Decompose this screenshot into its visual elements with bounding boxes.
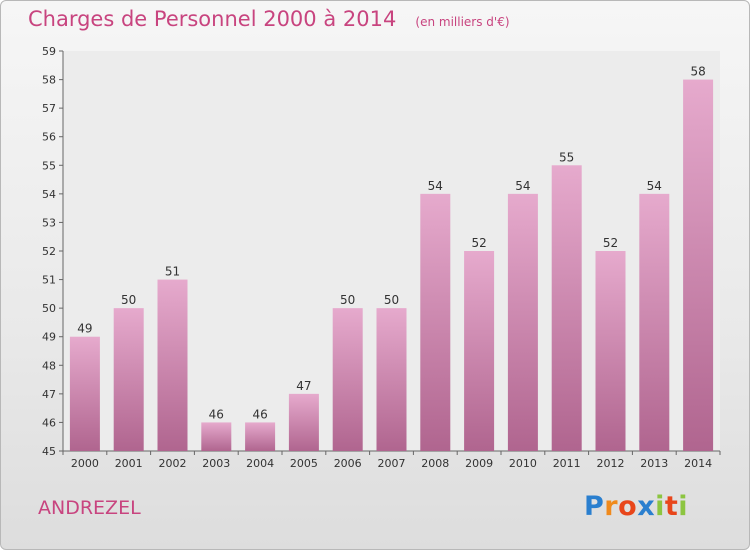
bar-2010 [507,193,538,451]
data-label-2009: 52 [471,236,486,250]
y-tick-label: 54 [42,188,56,201]
y-tick-label: 51 [42,274,56,287]
bar-2003 [201,422,232,451]
y-tick-label: 50 [42,302,56,315]
bar-2006 [332,308,363,451]
proxiti-logo: Proxiti [584,491,688,522]
data-label-2013: 54 [647,179,662,193]
y-tick-label: 49 [42,331,56,344]
y-tick-label: 56 [42,131,56,144]
y-tick-label: 47 [42,388,56,401]
x-tick-label-2011: 2011 [553,457,581,470]
data-label-2002: 51 [165,265,180,279]
x-tick-label-2008: 2008 [421,457,449,470]
data-label-2014: 58 [690,65,705,79]
x-tick-label-2000: 2000 [71,457,99,470]
bar-2011 [551,165,582,452]
x-tick-label-2004: 2004 [246,457,274,470]
x-tick-label-2002: 2002 [159,457,187,470]
bar-2005 [288,393,319,451]
logo-letter: o [618,491,638,522]
bar-2013 [639,193,670,451]
y-tick-label: 48 [42,359,56,372]
commune-name: ANDREZEL [38,497,141,519]
logo-letter: x [637,491,656,522]
x-tick-label-2001: 2001 [115,457,143,470]
data-label-2003: 46 [209,407,224,421]
x-tick-label-2009: 2009 [465,457,493,470]
x-tick-label-2014: 2014 [684,457,712,470]
data-label-2006: 50 [340,293,355,307]
chart-title-main: Charges de Personnel 2000 à 2014 [28,7,397,31]
data-label-2007: 50 [384,293,399,307]
x-tick-label-2012: 2012 [597,457,625,470]
data-label-2012: 52 [603,236,618,250]
data-label-2011: 55 [559,150,574,164]
bar-2001 [113,308,144,451]
y-tick-label: 53 [42,216,56,229]
chart-title-unit: (en milliers d'€) [415,15,510,29]
bar-2004 [245,422,276,451]
y-tick-label: 58 [42,74,56,87]
x-tick-label-2013: 2013 [640,457,668,470]
x-tick-label-2005: 2005 [290,457,318,470]
chart-title: Charges de Personnel 2000 à 2014 (en mil… [28,7,510,31]
y-tick-label: 59 [42,45,56,58]
bar-2012 [595,251,626,451]
data-label-2010: 54 [515,179,530,193]
x-tick-label-2007: 2007 [378,457,406,470]
bar-2008 [420,193,451,451]
x-tick-label-2010: 2010 [509,457,537,470]
logo-letter: i [678,491,689,522]
y-tick-label: 55 [42,159,56,172]
y-tick-label: 45 [42,445,56,458]
logo-letter: r [604,491,619,522]
data-label-2000: 49 [77,322,92,336]
y-tick-label: 52 [42,245,56,258]
logo-letter: P [584,491,605,522]
data-label-2004: 46 [252,407,267,421]
data-label-2001: 50 [121,293,136,307]
data-label-2008: 54 [428,179,443,193]
x-tick-label-2006: 2006 [334,457,362,470]
y-tick-label: 46 [42,416,56,429]
bar-2007 [376,308,407,451]
logo-letter: t [664,491,679,522]
data-label-2005: 47 [296,379,311,393]
bar-2009 [464,251,495,451]
y-tick-label: 57 [42,102,56,115]
bar-2000 [69,336,100,451]
logo-letter: i [655,491,665,522]
bar-2014 [683,79,714,452]
bar-2002 [157,279,188,451]
x-tick-label-2003: 2003 [202,457,230,470]
